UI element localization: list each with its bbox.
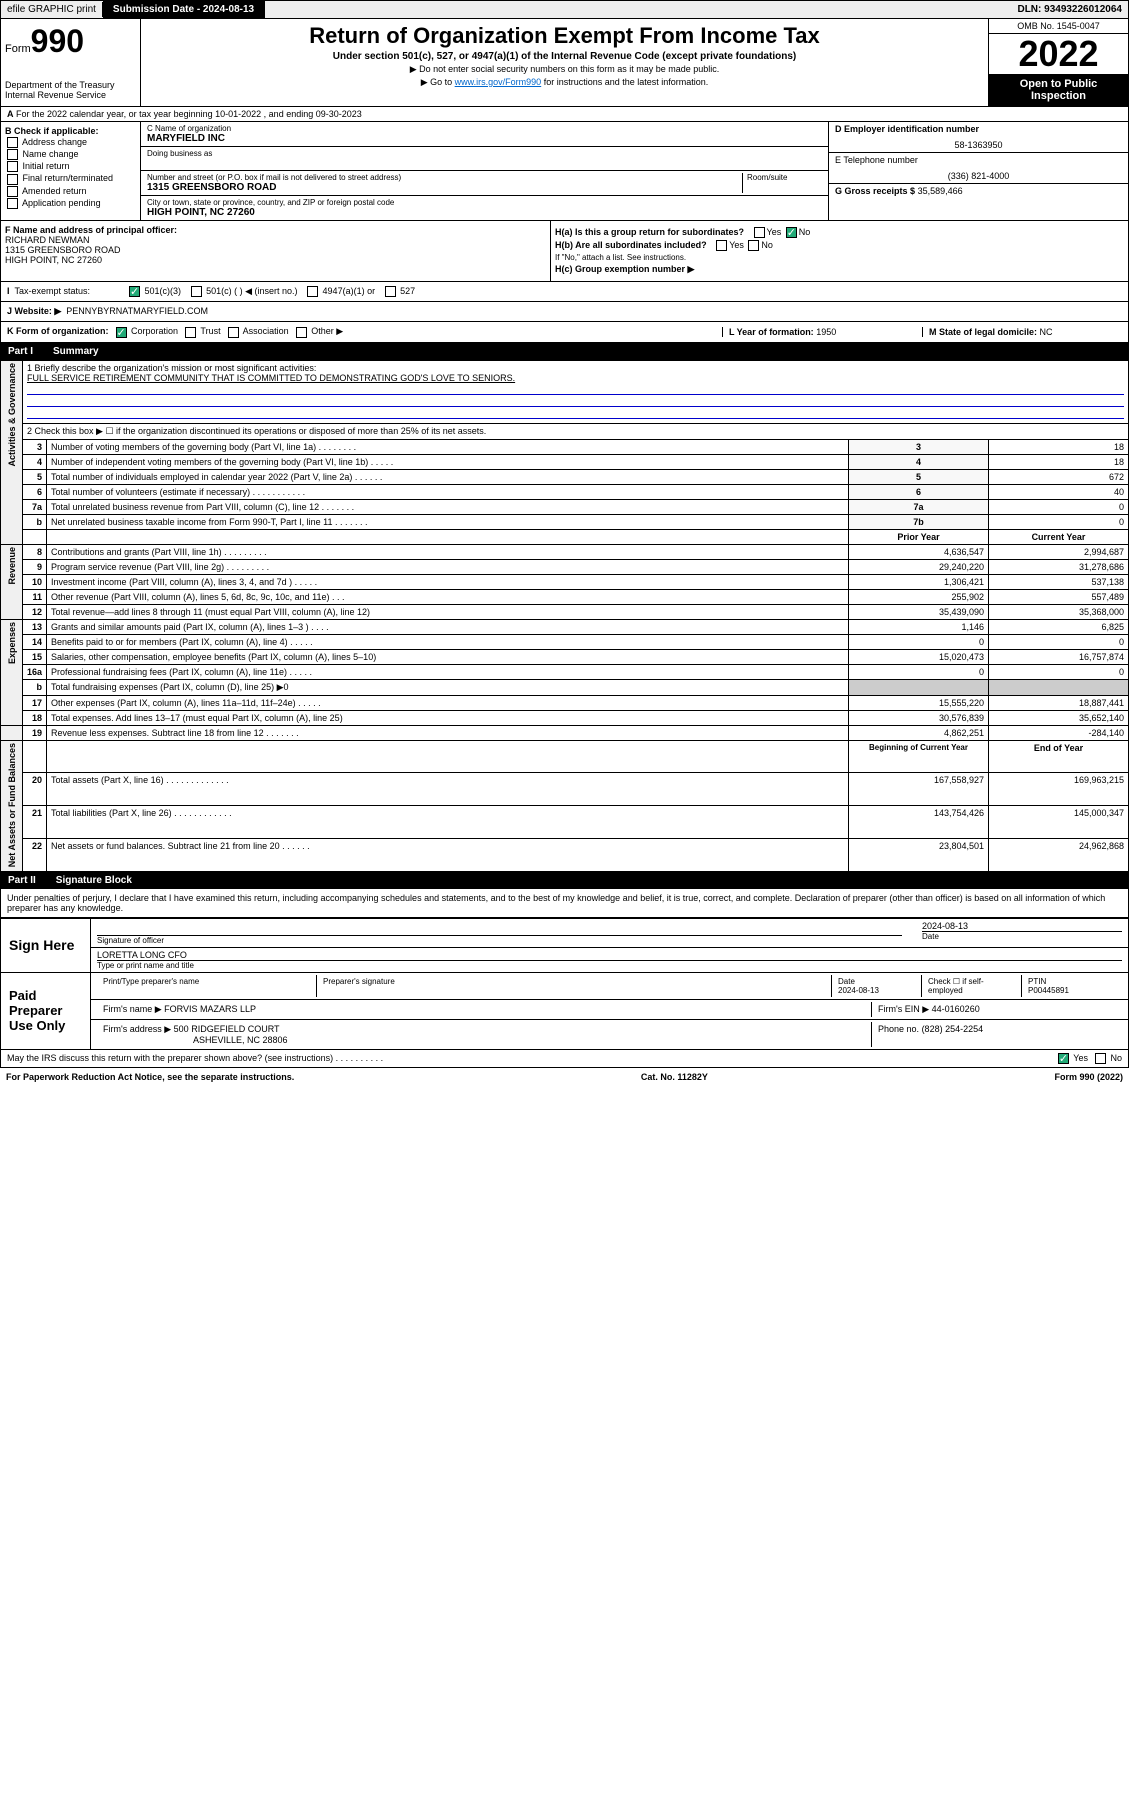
firm-phone: (828) 254-2254 xyxy=(922,1024,984,1034)
row-fgh: F Name and address of principal officer:… xyxy=(0,221,1129,282)
tab-netassets: Net Assets or Fund Balances xyxy=(7,743,17,867)
col-prior: Prior Year xyxy=(849,529,989,544)
officer-addr2: HIGH POINT, NC 27260 xyxy=(5,255,546,265)
tab-governance: Activities & Governance xyxy=(7,363,17,467)
efile-label: efile GRAPHIC print xyxy=(1,2,103,17)
officer-name: RICHARD NEWMAN xyxy=(5,235,546,245)
dln-label: DLN: 93493226012064 xyxy=(1011,2,1128,17)
form-subtitle: Under section 501(c), 527, or 4947(a)(1)… xyxy=(145,51,984,62)
tax-year: 2022 xyxy=(989,34,1128,74)
chk-amended[interactable]: Amended return xyxy=(5,186,136,197)
hc-line: H(c) Group exemption number ▶ xyxy=(555,264,1124,275)
page-footer: For Paperwork Reduction Act Notice, see … xyxy=(0,1068,1129,1086)
irs-link[interactable]: www.irs.gov/Form990 xyxy=(455,77,542,87)
form-title: Return of Organization Exempt From Incom… xyxy=(145,23,984,49)
discuss-row: May the IRS discuss this return with the… xyxy=(0,1050,1129,1068)
row-k-formorg: K Form of organization: Corporation Trus… xyxy=(0,322,1129,342)
tab-expenses: Expenses xyxy=(7,622,17,664)
top-toolbar: efile GRAPHIC print Submission Date - 20… xyxy=(0,0,1129,19)
gross-receipts: 35,589,466 xyxy=(918,186,963,196)
sign-here-label: Sign Here xyxy=(1,919,91,972)
mission-label: 1 Briefly describe the organization's mi… xyxy=(27,363,1124,373)
firm-addr2: ASHEVILLE, NC 28806 xyxy=(193,1035,288,1045)
prep-date: 2024-08-13 xyxy=(838,986,879,995)
part1-header: Part I Summary xyxy=(0,343,1129,360)
val-3: 18 xyxy=(989,439,1129,454)
year-formation: 1950 xyxy=(816,327,836,337)
hb-line: H(b) Are all subordinates included? Yes … xyxy=(555,240,1124,251)
form-number: Form990 xyxy=(5,23,136,60)
tab-revenue: Revenue xyxy=(7,547,17,585)
note-ssn: ▶ Do not enter social security numbers o… xyxy=(145,64,984,75)
officer-sig-name: LORETTA LONG CFO xyxy=(97,950,1122,960)
line2: 2 Check this box ▶ ☐ if the organization… xyxy=(23,423,1129,439)
val-5: 672 xyxy=(989,469,1129,484)
firm-addr1: 500 RIDGEFIELD COURT xyxy=(174,1024,280,1034)
signature-block: Sign Here Signature of officer 2024-08-1… xyxy=(0,918,1129,1050)
org-addr: 1315 GREENSBORO ROAD xyxy=(147,182,742,193)
org-name: MARYFIELD INC xyxy=(147,133,822,144)
row-a-taxyear: A For the 2022 calendar year, or tax yea… xyxy=(0,107,1129,122)
row-j-website: J Website: ▶ PENNYBYRNATMARYFIELD.COM xyxy=(0,302,1129,322)
col-d-ein: D Employer identification number 58-1363… xyxy=(828,122,1128,220)
val-7a: 0 xyxy=(989,499,1129,514)
website-value: PENNYBYRNATMARYFIELD.COM xyxy=(66,306,208,316)
paid-prep-label: Paid Preparer Use Only xyxy=(1,973,91,1049)
chk-address[interactable]: Address change xyxy=(5,137,136,148)
dept-label: Department of the Treasury Internal Reve… xyxy=(5,80,136,100)
public-inspection: Open to Public Inspection xyxy=(989,74,1128,106)
firm-name: FORVIS MAZARS LLP xyxy=(164,1004,256,1014)
row-i-status: I Tax-exempt status: 501(c)(3) 501(c) ( … xyxy=(0,282,1129,302)
firm-ein: 44-0160260 xyxy=(932,1004,980,1014)
col-c-org: C Name of organization MARYFIELD INC Doi… xyxy=(141,122,828,220)
summary-table: Activities & Governance 1 Briefly descri… xyxy=(0,360,1129,872)
col-boy: Beginning of Current Year xyxy=(849,740,989,773)
col-eoy: End of Year xyxy=(989,740,1129,773)
col-current: Current Year xyxy=(989,529,1129,544)
chk-initial[interactable]: Initial return xyxy=(5,161,136,172)
val-6: 40 xyxy=(989,484,1129,499)
chk-pending[interactable]: Application pending xyxy=(5,198,136,209)
val-4: 18 xyxy=(989,454,1129,469)
state-domicile: NC xyxy=(1040,327,1053,337)
omb-number: OMB No. 1545-0047 xyxy=(989,19,1128,34)
val-7b: 0 xyxy=(989,514,1129,529)
part2-header: Part II Signature Block xyxy=(0,872,1129,889)
officer-addr1: 1315 GREENSBORO ROAD xyxy=(5,245,546,255)
sign-date: 2024-08-13 xyxy=(922,921,1122,931)
ptin: P00445891 xyxy=(1028,986,1069,995)
tel-value: (336) 821-4000 xyxy=(835,171,1122,181)
ein-value: 58-1363950 xyxy=(835,140,1122,150)
chk-name[interactable]: Name change xyxy=(5,149,136,160)
submission-date-btn[interactable]: Submission Date - 2024-08-13 xyxy=(103,1,265,18)
col-b-checkboxes: B Check if applicable: Address change Na… xyxy=(1,122,141,220)
chk-final[interactable]: Final return/terminated xyxy=(5,173,136,184)
form-header: Form990 Department of the Treasury Inter… xyxy=(0,19,1129,107)
sig-declaration: Under penalties of perjury, I declare th… xyxy=(0,889,1129,918)
org-city: HIGH POINT, NC 27260 xyxy=(147,207,822,218)
ha-line: H(a) Is this a group return for subordin… xyxy=(555,227,1124,238)
mission-text: FULL SERVICE RETIREMENT COMMUNITY THAT I… xyxy=(27,373,1124,383)
note-link: ▶ Go to www.irs.gov/Form990 for instruct… xyxy=(145,77,984,88)
section-bcd: B Check if applicable: Address change Na… xyxy=(0,122,1129,221)
